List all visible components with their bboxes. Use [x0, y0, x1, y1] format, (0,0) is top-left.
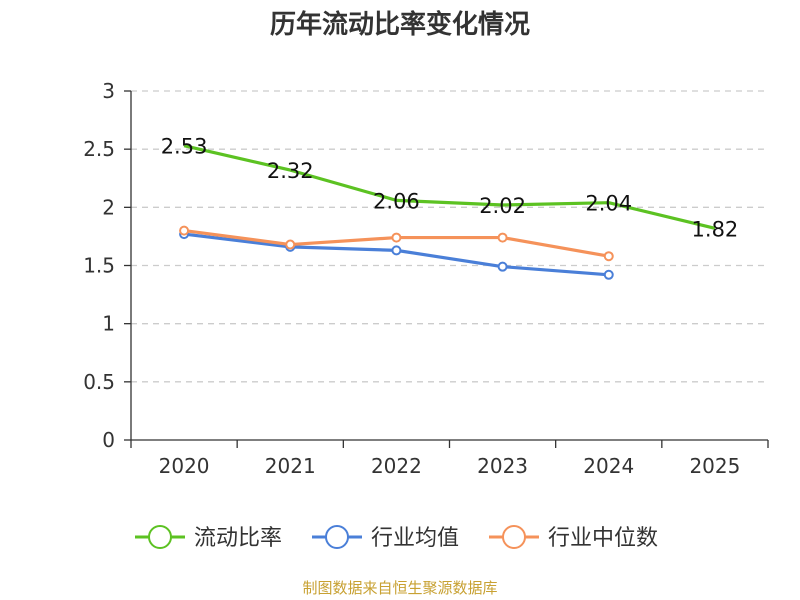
legend-label: 行业均值	[371, 526, 459, 551]
series-3-point	[179, 225, 190, 236]
series-lines	[179, 144, 716, 280]
x-tick-label: 2022	[371, 454, 422, 478]
x-tick-label: 2023	[477, 454, 528, 478]
series-3-point	[603, 251, 614, 262]
data-label: 1.82	[692, 217, 739, 241]
y-tick-label: 2	[102, 195, 115, 219]
legend-label: 流动比率	[194, 526, 282, 551]
chart-title: 历年流动比率变化情况	[269, 10, 530, 40]
series-line-1	[183, 144, 716, 230]
series-2-point	[603, 269, 614, 280]
grid-lines	[131, 90, 768, 383]
x-tick-label: 2024	[583, 454, 634, 478]
data-label: 2.53	[161, 135, 208, 159]
series-2-point	[391, 245, 402, 256]
data-label: 2.04	[585, 192, 632, 216]
y-tick-label: 2.5	[83, 137, 115, 161]
legend: 流动比率 行业均值 行业中位数	[135, 525, 658, 551]
y-tick-label: 0	[102, 428, 115, 452]
legend-label: 行业中位数	[548, 526, 658, 551]
x-tick-label: 2025	[689, 454, 740, 478]
legend-marker	[325, 525, 349, 549]
data-labels: 2.53 2.32 2.06 2.02 2.04 1.82	[161, 135, 739, 242]
x-tick-label: 2020	[159, 454, 210, 478]
data-label: 2.32	[267, 159, 314, 183]
y-tick-label: 3	[102, 79, 115, 103]
legend-marker	[502, 525, 526, 549]
data-label: 2.02	[479, 194, 526, 218]
x-tick-label: 2021	[265, 454, 316, 478]
y-tick-label: 1	[102, 312, 115, 336]
y-tick-label: 1.5	[83, 254, 115, 278]
series-3-point	[391, 232, 402, 243]
series-3-point	[497, 232, 508, 243]
series-2-point	[497, 261, 508, 272]
source-note: 制图数据来自恒生聚源数据库	[302, 579, 498, 597]
data-label: 2.06	[373, 189, 420, 213]
y-tick-label: 0.5	[83, 370, 115, 394]
legend-marker	[148, 525, 172, 549]
series-3-point	[285, 239, 296, 250]
